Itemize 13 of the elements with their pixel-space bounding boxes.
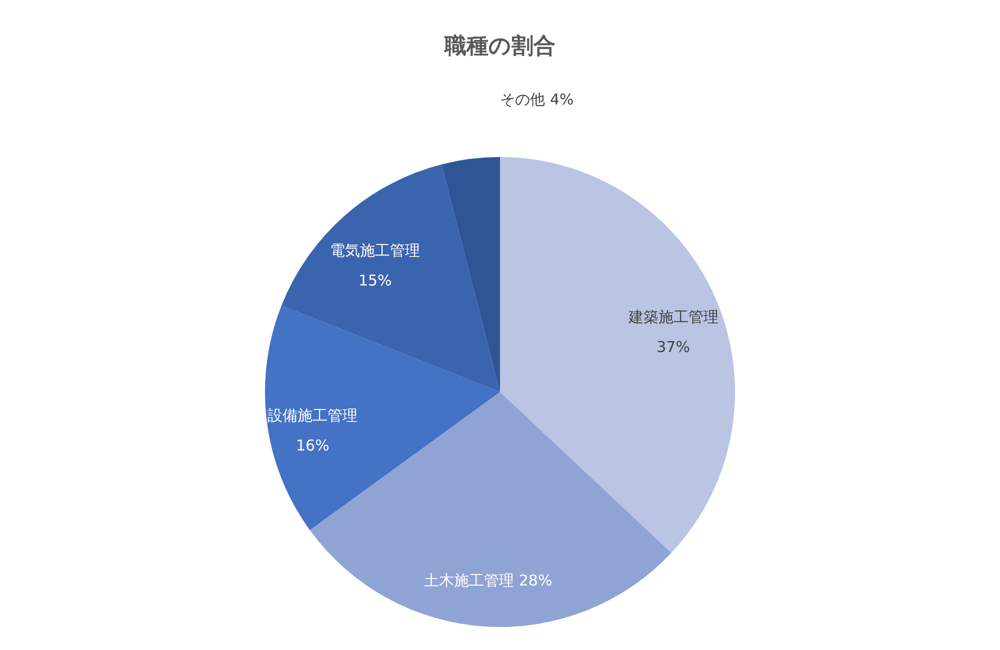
pie-slice xyxy=(265,305,500,530)
slice-label: 電気施工管理 xyxy=(330,241,420,260)
pie-slice xyxy=(500,157,735,553)
slice-label: 建築施工管理 xyxy=(627,308,718,326)
data-label: 15% xyxy=(358,271,392,290)
pie-slice xyxy=(442,157,500,392)
slice-label: その他 4% xyxy=(500,90,574,108)
data-label: 16% xyxy=(296,436,330,455)
slice-label: 設備施工管理 xyxy=(268,406,358,425)
pie-slice xyxy=(282,164,500,392)
chart-title: 職種の割合 xyxy=(444,34,556,59)
data-label: 37% xyxy=(656,338,690,356)
slice-label: 土木施工管理 28% xyxy=(424,571,552,590)
